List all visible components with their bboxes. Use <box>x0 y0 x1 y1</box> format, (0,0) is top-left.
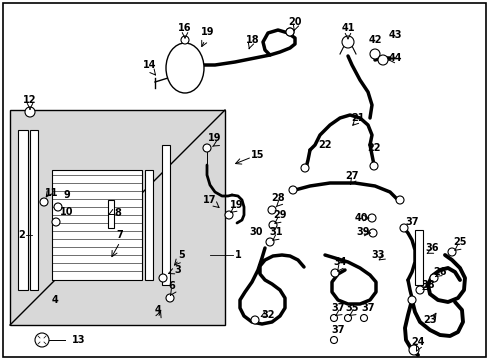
Circle shape <box>330 269 338 277</box>
Text: 35: 35 <box>345 303 358 313</box>
Text: 10: 10 <box>60 207 74 217</box>
Text: 41: 41 <box>341 23 354 33</box>
Bar <box>145 170 153 280</box>
Circle shape <box>369 49 379 59</box>
Bar <box>108 200 114 228</box>
Text: 32: 32 <box>261 310 274 320</box>
Circle shape <box>267 206 275 214</box>
Circle shape <box>330 315 337 321</box>
Text: 17: 17 <box>203 195 216 205</box>
Text: 30: 30 <box>249 227 262 237</box>
Circle shape <box>285 28 293 36</box>
Text: 19: 19 <box>201 27 214 37</box>
Text: 11: 11 <box>45 188 59 198</box>
Text: 34: 34 <box>332 257 346 267</box>
Text: 24: 24 <box>410 337 424 347</box>
Circle shape <box>25 107 35 117</box>
Circle shape <box>369 162 377 170</box>
Circle shape <box>344 315 351 321</box>
Text: 4: 4 <box>154 305 161 315</box>
Text: 14: 14 <box>143 60 157 70</box>
Circle shape <box>330 337 337 343</box>
Text: 40: 40 <box>354 213 367 223</box>
Circle shape <box>407 296 415 304</box>
Bar <box>18 130 28 290</box>
Circle shape <box>159 274 167 282</box>
Circle shape <box>285 28 293 36</box>
Ellipse shape <box>165 43 203 93</box>
Text: 16: 16 <box>178 23 191 33</box>
Circle shape <box>35 333 49 347</box>
Bar <box>30 130 38 290</box>
Text: 12: 12 <box>23 95 37 105</box>
Bar <box>10 110 224 325</box>
Circle shape <box>224 211 232 219</box>
Text: 18: 18 <box>245 35 259 45</box>
Bar <box>414 230 422 285</box>
Circle shape <box>181 36 189 44</box>
Circle shape <box>52 218 60 226</box>
Text: 5: 5 <box>178 250 185 260</box>
Circle shape <box>265 238 273 246</box>
Bar <box>52 170 142 280</box>
Text: 15: 15 <box>251 150 264 160</box>
Text: 36: 36 <box>425 243 438 253</box>
Text: 8: 8 <box>114 208 121 218</box>
Circle shape <box>377 55 387 65</box>
Text: 33: 33 <box>371 250 384 260</box>
Text: 31: 31 <box>269 227 282 237</box>
Circle shape <box>399 224 407 232</box>
Circle shape <box>360 315 367 321</box>
Text: 38: 38 <box>420 280 434 290</box>
Circle shape <box>40 198 48 206</box>
Text: 19: 19 <box>230 200 243 210</box>
Text: 20: 20 <box>287 17 301 27</box>
Circle shape <box>268 221 276 229</box>
Circle shape <box>341 36 353 48</box>
Text: 42: 42 <box>367 35 381 45</box>
Text: 21: 21 <box>350 113 364 123</box>
Text: 25: 25 <box>452 237 466 247</box>
Text: 6: 6 <box>168 281 175 291</box>
Circle shape <box>54 203 62 211</box>
Circle shape <box>165 294 174 302</box>
Text: 19: 19 <box>208 133 221 143</box>
Circle shape <box>408 345 418 355</box>
Text: 44: 44 <box>387 53 401 63</box>
Text: 4: 4 <box>52 295 58 305</box>
Text: 37: 37 <box>361 303 374 313</box>
Circle shape <box>301 164 308 172</box>
Text: 23: 23 <box>423 315 436 325</box>
Circle shape <box>447 248 455 256</box>
Text: 28: 28 <box>271 193 284 203</box>
Circle shape <box>368 229 376 237</box>
Text: 2: 2 <box>19 230 25 240</box>
Bar <box>162 145 170 285</box>
Circle shape <box>395 196 403 204</box>
Text: 22: 22 <box>366 143 380 153</box>
Text: 43: 43 <box>387 30 401 40</box>
Circle shape <box>415 286 423 294</box>
Circle shape <box>367 214 375 222</box>
Text: 13: 13 <box>72 335 85 345</box>
Text: 27: 27 <box>345 171 358 181</box>
Text: 1: 1 <box>235 250 241 260</box>
Text: 37: 37 <box>330 325 344 335</box>
Circle shape <box>203 144 210 152</box>
Text: 39: 39 <box>356 227 369 237</box>
Text: 29: 29 <box>273 210 286 220</box>
Text: 37: 37 <box>405 217 418 227</box>
Text: 37: 37 <box>330 303 344 313</box>
Circle shape <box>250 316 259 324</box>
Text: 26: 26 <box>432 267 446 277</box>
Text: 3: 3 <box>174 265 181 275</box>
Circle shape <box>429 274 437 282</box>
Text: 7: 7 <box>116 230 123 240</box>
Circle shape <box>288 186 296 194</box>
Text: 9: 9 <box>63 190 70 200</box>
Text: 22: 22 <box>318 140 331 150</box>
